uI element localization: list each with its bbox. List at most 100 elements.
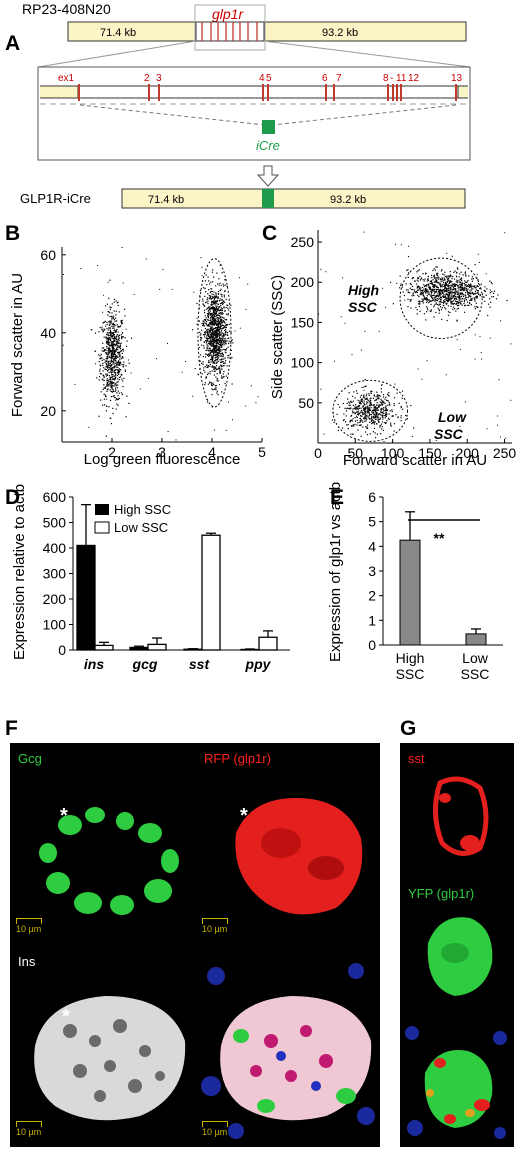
scatter-point: [210, 339, 212, 342]
scatter-point: [372, 417, 374, 419]
scatter-point: [454, 290, 456, 292]
scatter-point: [220, 288, 222, 290]
scatter-point: [111, 344, 113, 346]
scatter-point: [213, 345, 215, 347]
scatter-point: [355, 411, 357, 413]
scatter-point: [441, 277, 443, 280]
scatter-point: [477, 290, 479, 292]
scatter-point: [203, 341, 205, 343]
scatter-point: [449, 274, 452, 276]
scatter-point: [435, 288, 437, 290]
scatter-point: [113, 336, 115, 338]
scatter-point: [111, 387, 113, 389]
scatter-point: [212, 382, 214, 384]
scatter-point: [202, 356, 205, 358]
scatter-point: [457, 292, 460, 294]
scatter-point: [361, 401, 364, 403]
scatter-point: [350, 419, 353, 421]
scatter-point: [470, 304, 472, 306]
scatter-point: [455, 281, 457, 283]
scatter-point: [222, 354, 224, 356]
scatter-point: [336, 413, 338, 415]
scatter-point: [221, 319, 223, 321]
scatter-point: [384, 417, 386, 419]
scatter-point: [424, 273, 427, 275]
scatter-point: [106, 321, 108, 323]
scatter-point: [351, 414, 353, 417]
scatter-point: [118, 397, 121, 399]
scatter-point: [409, 292, 411, 294]
scatter-point: [108, 344, 110, 346]
scatter-point: [111, 380, 113, 383]
scatter-point: [209, 313, 211, 315]
scatter-point: [376, 404, 378, 407]
scatter-point: [205, 323, 207, 325]
scatter-point: [115, 339, 117, 341]
scatter-point: [203, 345, 205, 347]
scatter-point: [446, 278, 449, 280]
scatter-point: [110, 339, 112, 342]
scatter-point: [228, 330, 230, 332]
scatter-point: [208, 331, 210, 333]
scatter-point: [472, 293, 474, 296]
scatter-point: [402, 291, 404, 293]
scatter-point: [125, 416, 127, 418]
scatter-point: [369, 398, 371, 400]
scatter-point: [103, 328, 105, 330]
scatter-point: [209, 363, 211, 366]
scatter-point: [208, 340, 210, 343]
scatter-point: [224, 301, 226, 303]
scatter-point: [474, 293, 476, 295]
scatter-point: [118, 371, 120, 373]
scatter-point: [103, 321, 105, 323]
scatter-point: [355, 390, 358, 392]
scatter-point: [223, 317, 225, 319]
scatter-point: [439, 295, 441, 297]
scatter-point: [373, 409, 375, 411]
scatter-point: [407, 289, 409, 291]
scatter-point: [116, 384, 118, 386]
scatter-point: [117, 390, 119, 392]
scatter-point: [121, 393, 123, 395]
scatter-point: [418, 287, 421, 289]
scatter-point: [464, 289, 466, 291]
scatter-point: [225, 341, 227, 343]
scatter-point: [477, 253, 479, 255]
scatter-point: [120, 350, 122, 352]
scatter-point: [109, 306, 111, 308]
scatter-point: [220, 346, 222, 348]
scatter-point: [109, 350, 111, 352]
scatter-point: [217, 329, 219, 331]
scatter-point: [407, 291, 409, 294]
scatter-point: [109, 345, 111, 347]
scatter-point: [400, 407, 402, 409]
scatter-point: [367, 427, 369, 429]
scatter-point: [221, 299, 223, 302]
scatter-point: [238, 277, 240, 279]
scatter-point: [376, 402, 378, 404]
scatter-point: [417, 368, 419, 370]
scatter-point: [419, 300, 421, 302]
scatter-point: [228, 337, 230, 339]
scatter-point: [373, 416, 375, 418]
scatter-point: [227, 314, 229, 316]
scatter-point: [225, 330, 227, 332]
scatter-point: [434, 296, 436, 298]
scatter-point: [208, 280, 210, 282]
scatter-point: [118, 362, 120, 364]
scatter-point: [214, 321, 217, 324]
scatter-point: [218, 348, 220, 350]
scatter-point: [483, 296, 485, 298]
scatter-point: [408, 245, 409, 247]
scatter-point: [210, 326, 212, 328]
scatter-point: [107, 388, 109, 390]
scatter-point: [432, 297, 434, 299]
scatter-point: [356, 415, 358, 417]
scatter-point: [347, 424, 349, 426]
scatter-point: [216, 373, 218, 375]
scatter-point: [480, 352, 482, 354]
scatter-point: [107, 383, 110, 386]
scatter-point: [217, 332, 219, 334]
scatter-point: [210, 337, 212, 339]
